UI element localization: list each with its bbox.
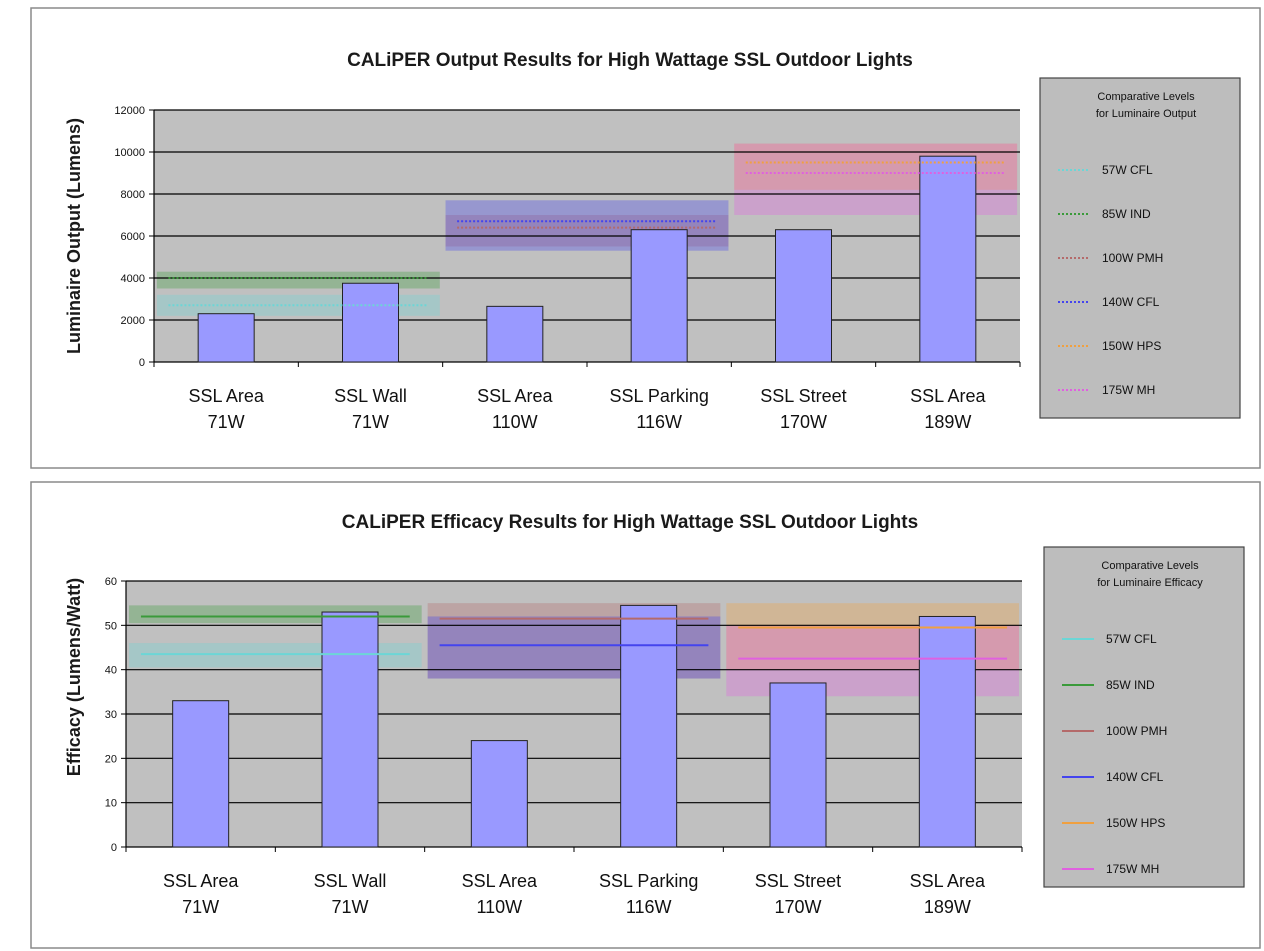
legend-entry-label: 100W PMH [1106, 724, 1167, 738]
y-axis-label: Efficacy (Lumens/Watt) [64, 578, 84, 776]
bar-1 [321, 611, 379, 848]
y-tick-label: 20 [105, 753, 117, 765]
bar-5 [919, 155, 977, 363]
x-category-label-line1: SSL Parking [599, 871, 698, 891]
output-chart: CALiPER Output Results for High Wattage … [30, 7, 1261, 469]
bar-0 [172, 700, 230, 848]
y-tick-label: 30 [105, 709, 117, 721]
legend-entry-label: 175W MH [1102, 383, 1155, 397]
y-tick-label: 60 [105, 576, 117, 588]
x-category-label-line2: 71W [331, 897, 368, 917]
legend-entry-label: 100W PMH [1102, 251, 1163, 265]
x-category-label-line2: 71W [208, 412, 245, 432]
x-category-label-line2: 116W [626, 897, 672, 917]
bar-0 [197, 313, 255, 363]
x-category-label-line2: 189W [924, 412, 971, 432]
x-category-label-line1: SSL Area [477, 386, 553, 406]
y-tick-label: 10000 [114, 147, 145, 159]
y-axis-label: Luminaire Output (Lumens) [64, 118, 84, 354]
y-tick-label: 0 [111, 842, 117, 854]
bar-1 [342, 282, 399, 363]
legend-title: for Luminaire Output [1096, 108, 1196, 120]
x-category-label-line1: SSL Parking [609, 386, 708, 406]
legend-entry-label: 175W MH [1106, 862, 1159, 876]
x-category-label-line2: 116W [636, 412, 682, 432]
bar-5 [918, 615, 976, 848]
x-category-label-line2: 110W [476, 897, 522, 917]
x-category-label-line1: SSL Wall [314, 871, 387, 891]
x-category-label-line1: SSL Street [760, 386, 846, 406]
legend-entry-label: 150W HPS [1106, 816, 1165, 830]
x-category-label-line1: SSL Area [188, 386, 264, 406]
chart-title: CALiPER Output Results for High Wattage … [347, 50, 913, 71]
x-category-label-line2: 110W [492, 412, 538, 432]
x-category-label-line2: 71W [182, 897, 219, 917]
x-category-label-line1: SSL Street [755, 871, 841, 891]
y-tick-label: 0 [139, 357, 145, 369]
x-category-label-line1: SSL Area [163, 871, 239, 891]
bar-2 [470, 740, 528, 848]
y-tick-label: 40 [105, 665, 117, 677]
x-category-label-line1: SSL Wall [334, 386, 407, 406]
y-tick-label: 12000 [114, 105, 145, 117]
legend-entry-label: 150W HPS [1102, 339, 1161, 353]
x-category-label-line2: 189W [924, 897, 971, 917]
bar-4 [769, 682, 827, 848]
legend-title: Comparative Levels [1101, 560, 1199, 572]
legend-entry-label: 85W IND [1102, 207, 1151, 221]
output-chart-panel: CALiPER Output Results for High Wattage … [0, 0, 1264, 472]
x-category-label-line2: 71W [352, 412, 389, 432]
x-category-label-line1: SSL Area [910, 871, 986, 891]
y-tick-label: 50 [105, 620, 117, 632]
efficacy-chart-panel: CALiPER Efficacy Results for High Wattag… [0, 477, 1264, 951]
legend-entry-label: 57W CFL [1106, 632, 1157, 646]
y-tick-label: 4000 [121, 273, 145, 285]
y-tick-label: 10 [105, 798, 117, 810]
chart-title: CALiPER Efficacy Results for High Wattag… [342, 512, 918, 533]
efficacy-chart: CALiPER Efficacy Results for High Wattag… [30, 481, 1261, 949]
legend-title: for Luminaire Efficacy [1097, 577, 1203, 589]
legend-box [1043, 546, 1245, 888]
legend-entry-label: 140W CFL [1102, 295, 1160, 309]
legend-title: Comparative Levels [1097, 91, 1195, 103]
legend-box [1039, 77, 1241, 419]
y-tick-label: 2000 [121, 315, 145, 327]
x-category-label-line2: 170W [774, 897, 821, 917]
x-category-label-line2: 170W [780, 412, 827, 432]
y-tick-label: 6000 [121, 231, 145, 243]
y-tick-label: 8000 [121, 189, 145, 201]
bar-2 [486, 305, 544, 363]
bar-4 [775, 229, 832, 363]
x-category-label-line1: SSL Area [462, 871, 538, 891]
x-category-label-line1: SSL Area [910, 386, 986, 406]
legend-entry-label: 140W CFL [1106, 770, 1164, 784]
bar-3 [620, 604, 678, 848]
legend-entry-label: 85W IND [1106, 678, 1155, 692]
legend-entry-label: 57W CFL [1102, 163, 1153, 177]
bar-3 [630, 229, 688, 363]
